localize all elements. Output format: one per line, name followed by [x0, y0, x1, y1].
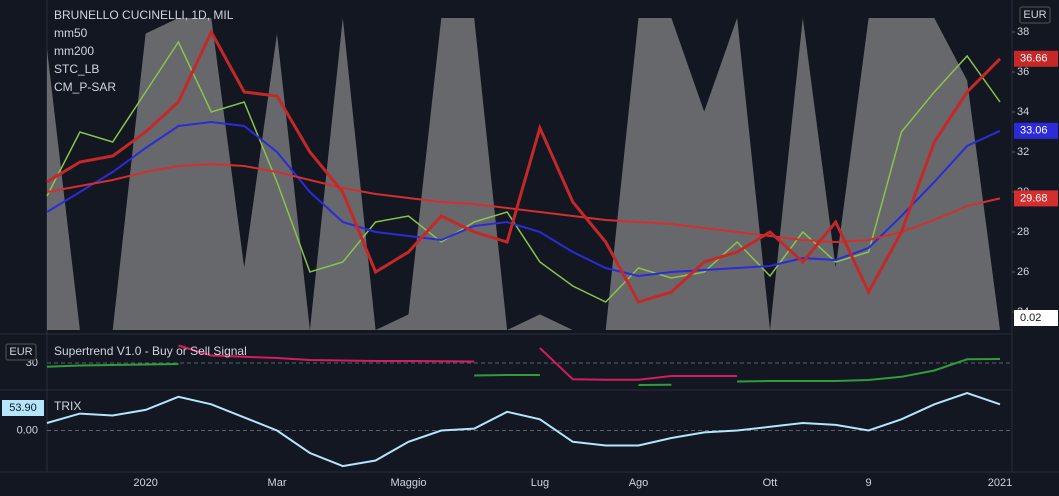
last-value-badge — [1014, 310, 1058, 326]
legend-entry: mm200 — [54, 44, 94, 58]
x-tick-label: Maggio — [390, 477, 426, 489]
x-tick-label: Lug — [531, 477, 549, 489]
x-tick-label: Mar — [268, 477, 287, 489]
series-line — [474, 374, 540, 377]
scale-label: 53.90 — [9, 402, 37, 414]
series-line — [46, 391, 1001, 468]
y-tick-label: 26 — [1017, 266, 1029, 278]
series-line — [539, 347, 738, 381]
last-value-label: 36.66 — [1020, 53, 1048, 65]
series-line — [737, 358, 1001, 383]
legend-entry: STC_LB — [54, 62, 99, 76]
x-tick-label: Ago — [629, 477, 649, 489]
last-value-badge — [1014, 122, 1058, 139]
series-line — [46, 28, 1002, 304]
pane-title: TRIX — [54, 399, 81, 413]
y-tick-label: 0.00 — [17, 424, 38, 436]
stc-area — [47, 18, 1000, 330]
x-tick-label: 2021 — [988, 477, 1012, 489]
last-value-label: 29.68 — [1020, 192, 1048, 204]
x-tick-label: 9 — [865, 477, 871, 489]
last-value-label: 33.06 — [1020, 125, 1048, 137]
series-line — [46, 162, 1001, 244]
last-value-badge — [1014, 50, 1058, 67]
x-tick-label: Ott — [763, 477, 778, 489]
currency-badge — [1019, 6, 1051, 24]
pane-title: BRUNELLO CUCINELLI, 1D, MIL — [54, 8, 234, 22]
price-line — [46, 40, 1001, 303]
last-value-badge — [1014, 190, 1058, 207]
scale-badge — [2, 400, 44, 416]
legend-entry: CM_P-SAR — [54, 80, 116, 94]
series-line — [46, 363, 179, 368]
y-tick-label: 36 — [1017, 66, 1029, 78]
y-tick-label: 32 — [1017, 146, 1029, 158]
series-line — [178, 344, 475, 363]
last-value-label: 0.02 — [1020, 312, 1041, 324]
legend-entry: mm50 — [54, 26, 88, 40]
x-tick-label: 2020 — [133, 477, 157, 489]
pane-title: Supertrend V1.0 - Buy or Sell Signal — [54, 344, 247, 358]
y-tick-label: 34 — [1017, 106, 1029, 118]
currency-label: EUR — [1023, 9, 1046, 21]
series-line — [46, 120, 1001, 278]
currency-badge — [5, 343, 37, 361]
y-tick-label: 28 — [1017, 226, 1029, 238]
y-tick-label: 38 — [1017, 26, 1029, 38]
currency-label: EUR — [9, 346, 32, 358]
